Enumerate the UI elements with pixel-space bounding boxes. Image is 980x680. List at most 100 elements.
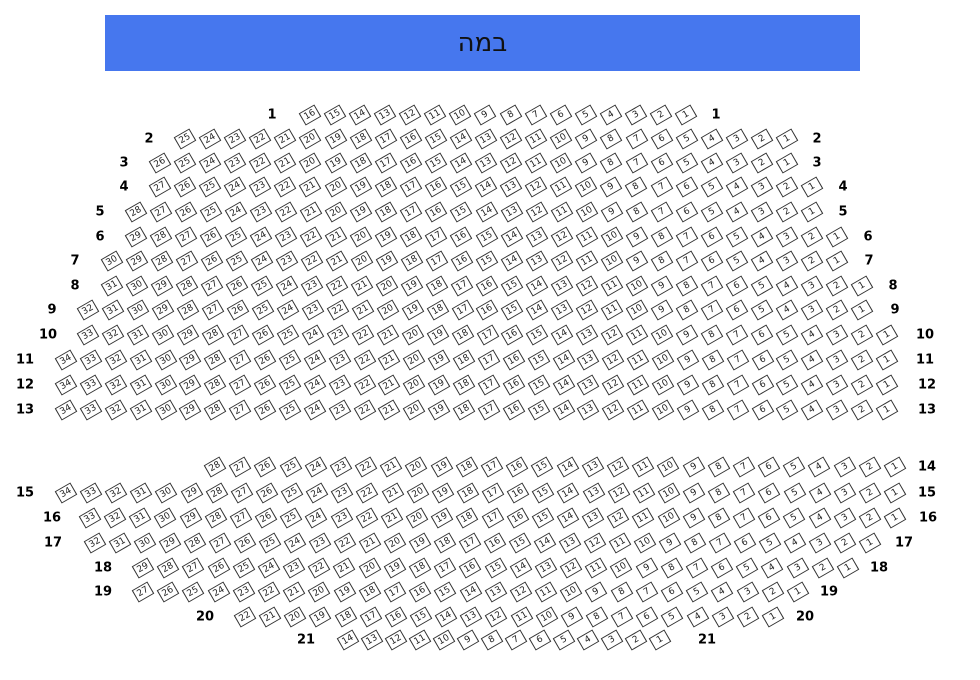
seat-row16-10[interactable]: 10 [657, 507, 680, 529]
seat-row13-24[interactable]: 24 [303, 399, 327, 421]
seat-row3-3[interactable]: 3 [725, 152, 749, 174]
seat-row11-17[interactable]: 17 [477, 349, 501, 371]
seat-row18-4[interactable]: 4 [761, 557, 784, 579]
seat-row11-22[interactable]: 22 [353, 349, 376, 371]
seat-row13-20[interactable]: 20 [403, 399, 426, 421]
seat-row14-7[interactable]: 7 [732, 456, 756, 478]
seat-row2-3[interactable]: 3 [725, 128, 749, 150]
seat-row15-12[interactable]: 12 [607, 482, 630, 504]
seat-row18-15[interactable]: 15 [484, 557, 507, 579]
seat-row8-3[interactable]: 3 [800, 275, 824, 297]
seat-row16-3[interactable]: 3 [833, 507, 856, 529]
seat-row11-2[interactable]: 2 [850, 349, 874, 371]
seat-row17-18[interactable]: 18 [433, 532, 457, 554]
seat-row8-18[interactable]: 18 [425, 275, 449, 297]
seat-row16-26[interactable]: 26 [254, 507, 278, 529]
seat-row11-23[interactable]: 23 [328, 349, 351, 371]
seat-row15-23[interactable]: 23 [331, 482, 354, 504]
seat-row14-10[interactable]: 10 [657, 456, 680, 478]
seat-row15-6[interactable]: 6 [758, 482, 781, 504]
seat-row3-23[interactable]: 23 [223, 152, 247, 174]
seat-row13-17[interactable]: 17 [477, 399, 501, 421]
seat-row20-3[interactable]: 3 [711, 606, 734, 628]
seat-row2-20[interactable]: 20 [299, 128, 322, 150]
seat-row11-20[interactable]: 20 [403, 349, 426, 371]
seat-row10-29[interactable]: 29 [176, 324, 200, 346]
seat-row15-16[interactable]: 16 [506, 482, 530, 504]
seat-row9-4[interactable]: 4 [775, 299, 799, 321]
seat-row12-5[interactable]: 5 [776, 374, 799, 396]
seat-row2-25[interactable]: 25 [173, 128, 197, 150]
seat-row6-22[interactable]: 22 [299, 226, 323, 248]
seat-row8-6[interactable]: 6 [725, 275, 749, 297]
seat-row13-7[interactable]: 7 [726, 399, 750, 421]
seat-row10-3[interactable]: 3 [825, 324, 849, 346]
seat-row9-18[interactable]: 18 [426, 299, 449, 321]
seat-row14-26[interactable]: 26 [254, 456, 277, 478]
seat-row9-21[interactable]: 21 [351, 299, 374, 321]
seat-row15-13[interactable]: 13 [582, 482, 605, 504]
seat-row17-11[interactable]: 11 [608, 532, 632, 554]
seat-row16-18[interactable]: 18 [456, 507, 479, 529]
seat-row17-19[interactable]: 19 [408, 532, 432, 554]
seat-row5-3[interactable]: 3 [750, 201, 774, 223]
seat-row17-7[interactable]: 7 [708, 532, 732, 554]
seat-row16-20[interactable]: 20 [405, 507, 429, 529]
seat-row20-10[interactable]: 10 [535, 606, 558, 628]
seat-row3-16[interactable]: 16 [399, 152, 423, 174]
seat-row20-8[interactable]: 8 [585, 606, 609, 628]
seat-row15-30[interactable]: 30 [155, 482, 178, 504]
seat-row8-26[interactable]: 26 [225, 275, 249, 297]
seat-row13-3[interactable]: 3 [825, 399, 849, 421]
seat-row14-6[interactable]: 6 [757, 456, 781, 478]
seat-row14-19[interactable]: 19 [430, 456, 453, 478]
seat-row5-26[interactable]: 26 [174, 201, 198, 223]
seat-row8-30[interactable]: 30 [125, 275, 149, 297]
seat-row14-5[interactable]: 5 [782, 456, 806, 478]
seat-row8-7[interactable]: 7 [700, 275, 724, 297]
seat-row21-14[interactable]: 14 [336, 629, 360, 651]
seat-row3-8[interactable]: 8 [600, 152, 623, 174]
seat-row5-11[interactable]: 11 [550, 201, 573, 223]
seat-row4-25[interactable]: 25 [198, 176, 222, 198]
seat-row13-9[interactable]: 9 [676, 399, 700, 421]
seat-row9-5[interactable]: 5 [750, 299, 774, 321]
seat-row17-27[interactable]: 27 [208, 532, 232, 554]
seat-row21-1[interactable]: 1 [648, 629, 672, 651]
seat-row17-2[interactable]: 2 [833, 532, 857, 554]
seat-row8-9[interactable]: 9 [650, 275, 674, 297]
seat-row13-26[interactable]: 26 [253, 399, 277, 421]
seat-row8-21[interactable]: 21 [350, 275, 374, 297]
seat-row19-25[interactable]: 25 [182, 581, 205, 603]
seat-row15-1[interactable]: 1 [883, 482, 907, 504]
seat-row2-7[interactable]: 7 [625, 128, 648, 150]
seat-row17-23[interactable]: 23 [308, 532, 332, 554]
seat-row13-31[interactable]: 31 [129, 399, 152, 421]
seat-row2-24[interactable]: 24 [198, 128, 222, 150]
seat-row2-1[interactable]: 1 [775, 128, 799, 150]
seat-row7-20[interactable]: 20 [350, 250, 374, 272]
seat-row13-32[interactable]: 32 [104, 399, 128, 421]
seat-row21-5[interactable]: 5 [552, 629, 576, 651]
seat-row21-12[interactable]: 12 [384, 629, 408, 651]
seat-row9-2[interactable]: 2 [825, 299, 849, 321]
seat-row11-1[interactable]: 1 [875, 349, 899, 371]
seat-row5-15[interactable]: 15 [450, 201, 473, 223]
seat-row4-21[interactable]: 21 [299, 176, 322, 198]
seat-row21-2[interactable]: 2 [624, 629, 648, 651]
seat-row15-8[interactable]: 8 [707, 482, 731, 504]
seat-row12-16[interactable]: 16 [502, 374, 526, 396]
seat-row14-16[interactable]: 16 [505, 456, 529, 478]
seat-row20-9[interactable]: 9 [560, 606, 584, 628]
seat-row14-28[interactable]: 28 [203, 456, 227, 478]
seat-row16-9[interactable]: 9 [682, 507, 706, 529]
seat-row20-11[interactable]: 11 [510, 606, 533, 628]
seat-row8-13[interactable]: 13 [550, 275, 574, 297]
seat-row16-8[interactable]: 8 [707, 507, 731, 529]
seat-row18-12[interactable]: 12 [559, 557, 583, 579]
seat-row11-4[interactable]: 4 [801, 349, 824, 371]
seat-row19-15[interactable]: 15 [434, 581, 457, 603]
seat-row9-1[interactable]: 1 [850, 299, 874, 321]
seat-row2-9[interactable]: 9 [575, 128, 598, 150]
seat-row8-12[interactable]: 12 [575, 275, 599, 297]
